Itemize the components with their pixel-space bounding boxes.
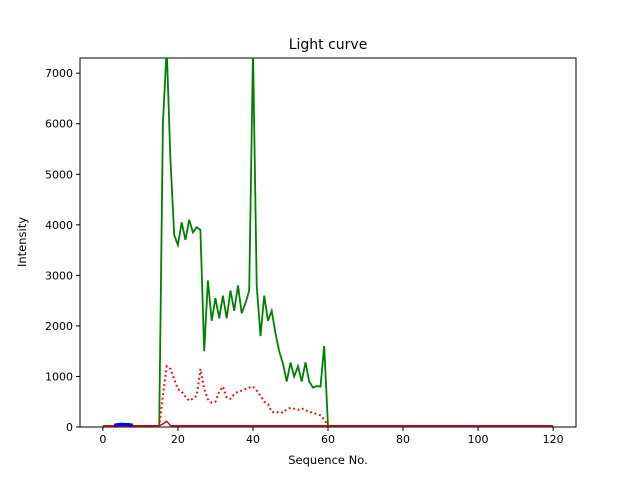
y-tick-label: 6000 xyxy=(45,118,73,131)
y-tick-label: 5000 xyxy=(45,168,73,181)
x-axis-label: Sequence No. xyxy=(288,453,368,467)
chart-title: Light curve xyxy=(288,37,368,53)
x-tick-label: 20 xyxy=(171,433,185,446)
series-line-main-intensity-curve xyxy=(158,58,329,427)
y-tick-label: 0 xyxy=(66,421,73,434)
x-tick-label: 60 xyxy=(321,433,335,446)
y-tick-label: 7000 xyxy=(45,67,73,80)
x-tick-label: 40 xyxy=(246,433,260,446)
series-line-baseline-curve xyxy=(102,420,554,427)
x-tick-label: 100 xyxy=(468,433,489,446)
y-tick-label: 3000 xyxy=(45,269,73,282)
series-line-leading-blue-segment xyxy=(113,422,134,427)
y-tick-label: 1000 xyxy=(45,370,73,383)
plot-frame xyxy=(79,57,577,428)
x-tick-label: 120 xyxy=(543,433,564,446)
y-axis-label: Intensity xyxy=(15,216,29,268)
y-tick-label: 4000 xyxy=(45,219,73,232)
y-tick-label: 2000 xyxy=(45,320,73,333)
x-tick-label: 0 xyxy=(99,433,106,446)
x-tick-label: 80 xyxy=(396,433,410,446)
